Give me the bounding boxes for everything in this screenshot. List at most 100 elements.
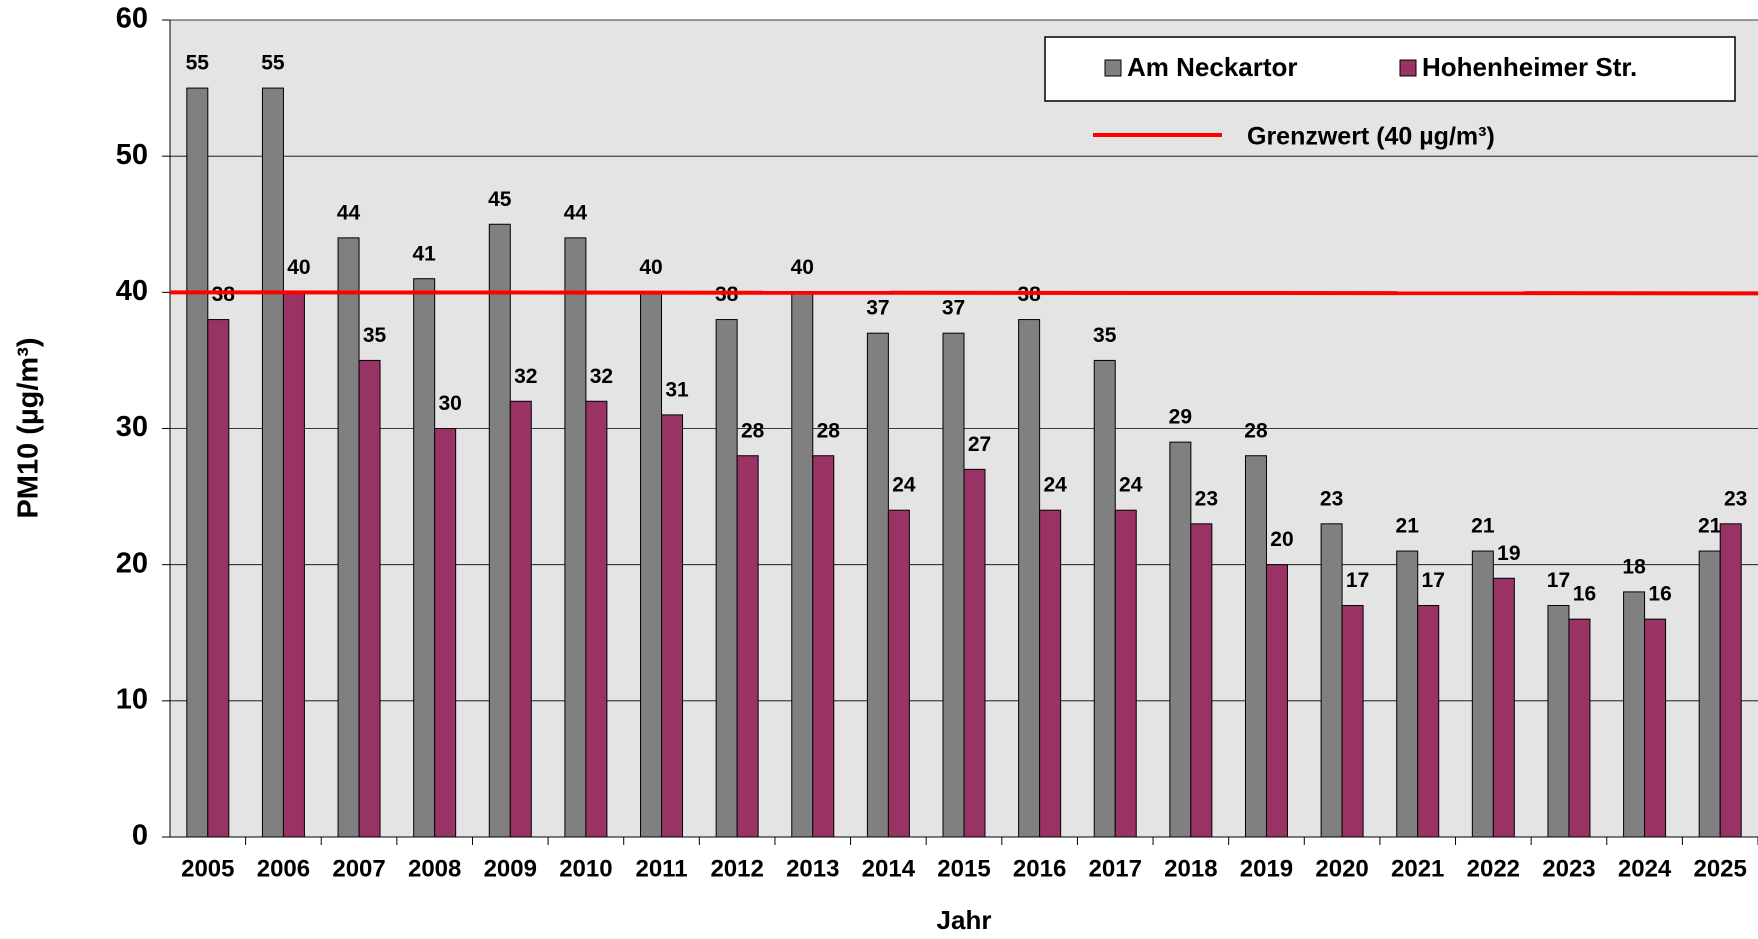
data-label: 40 — [791, 256, 814, 279]
x-tick-label: 2018 — [1164, 855, 1217, 882]
y-tick-label: 20 — [116, 547, 148, 579]
bar — [1623, 591, 1646, 838]
x-tick-label: 2024 — [1618, 855, 1672, 882]
bar — [1190, 523, 1213, 838]
data-label: 23 — [1320, 487, 1343, 510]
bar — [1644, 618, 1667, 838]
bar — [715, 319, 738, 838]
x-tick-label: 2012 — [710, 855, 763, 882]
reference-line — [169, 290, 1758, 296]
bar — [1547, 605, 1570, 838]
bar — [564, 237, 587, 838]
bar — [942, 332, 965, 838]
legend-swatch — [1399, 59, 1417, 77]
data-label: 28 — [1244, 419, 1268, 442]
x-tick-label: 2007 — [332, 855, 385, 882]
bar — [1093, 359, 1116, 838]
bar — [736, 455, 759, 838]
bar — [1719, 523, 1742, 838]
bar — [186, 87, 209, 838]
bar — [1018, 319, 1041, 838]
data-label: 27 — [968, 433, 991, 456]
legend-box — [1044, 36, 1736, 102]
data-label: 19 — [1497, 542, 1520, 565]
data-label: 37 — [942, 297, 965, 320]
data-label: 21 — [1471, 515, 1495, 538]
bar — [640, 291, 663, 838]
bar — [413, 278, 436, 838]
y-tick-label: 50 — [116, 139, 148, 171]
bar — [282, 291, 305, 838]
data-label: 35 — [363, 324, 387, 347]
bar — [963, 468, 986, 838]
bar — [1341, 605, 1364, 838]
data-label: 31 — [665, 378, 689, 401]
legend-label: Grenzwert (40 µg/m³) — [1247, 123, 1495, 151]
bar — [661, 414, 684, 838]
y-axis-label: PM10 (µg/m³) — [13, 337, 45, 518]
bar — [812, 455, 835, 838]
bar — [1471, 550, 1494, 838]
bar — [1265, 564, 1288, 838]
bar — [887, 509, 910, 838]
y-tick-label: 60 — [116, 3, 148, 35]
data-label: 30 — [438, 392, 461, 415]
bar — [791, 291, 814, 838]
x-tick-label: 2017 — [1089, 855, 1142, 882]
bar — [434, 428, 457, 838]
data-label: 32 — [590, 365, 613, 388]
y-tick-label: 10 — [116, 683, 148, 715]
data-label: 23 — [1195, 487, 1218, 510]
legend-label: Hohenheimer Str. — [1422, 52, 1637, 82]
data-label: 38 — [212, 283, 236, 306]
bar — [358, 359, 381, 838]
data-label: 41 — [412, 242, 436, 265]
data-label: 24 — [1119, 474, 1143, 497]
x-tick-label: 2015 — [937, 855, 990, 882]
data-label: 17 — [1422, 569, 1445, 592]
bar — [337, 237, 360, 838]
data-label: 21 — [1396, 515, 1420, 538]
bar — [1169, 441, 1192, 838]
data-label: 29 — [1169, 406, 1192, 429]
bar — [1492, 577, 1515, 838]
bar — [1244, 455, 1267, 838]
data-label: 24 — [892, 474, 916, 497]
legend-label: Am Neckartor — [1127, 52, 1298, 82]
bar — [509, 400, 532, 838]
bar — [1417, 605, 1440, 838]
data-label: 40 — [287, 256, 310, 279]
y-tick-label: 0 — [132, 820, 148, 852]
data-label: 35 — [1093, 324, 1117, 347]
data-label: 32 — [514, 365, 537, 388]
y-tick-label: 40 — [116, 275, 148, 307]
x-tick-label: 2021 — [1391, 855, 1444, 882]
data-label: 40 — [639, 256, 662, 279]
data-label: 23 — [1724, 487, 1747, 510]
bar — [1568, 618, 1591, 838]
bar — [1039, 509, 1062, 838]
data-label: 28 — [817, 419, 841, 442]
y-tick-label: 30 — [116, 411, 148, 443]
data-label: 55 — [261, 52, 285, 75]
bar — [1698, 550, 1721, 838]
data-label: 44 — [337, 201, 361, 224]
x-tick-label: 2016 — [1013, 855, 1066, 882]
x-tick-label: 2005 — [181, 855, 234, 882]
data-label: 17 — [1346, 569, 1369, 592]
bar — [488, 223, 511, 838]
data-label: 45 — [488, 188, 512, 211]
x-tick-label: 2025 — [1693, 855, 1746, 882]
x-tick-label: 2022 — [1467, 855, 1520, 882]
x-tick-label: 2008 — [408, 855, 461, 882]
data-label: 28 — [741, 419, 765, 442]
x-tick-label: 2023 — [1542, 855, 1595, 882]
bar — [1114, 509, 1137, 838]
x-tick-label: 2013 — [786, 855, 839, 882]
x-tick-label: 2009 — [484, 855, 537, 882]
data-label: 21 — [1698, 515, 1722, 538]
x-tick-label: 2006 — [257, 855, 310, 882]
x-tick-label: 2019 — [1240, 855, 1293, 882]
data-label: 44 — [564, 201, 588, 224]
